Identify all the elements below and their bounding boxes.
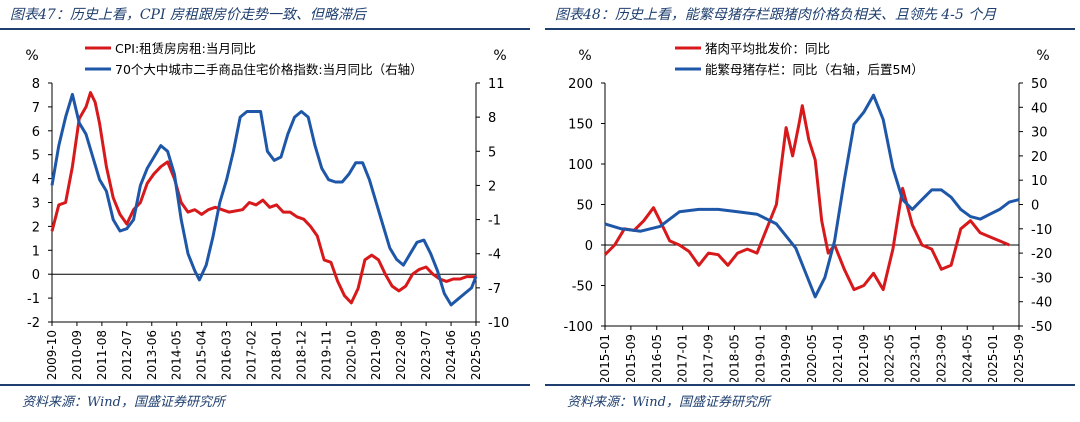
y-tick-label-left: 100: [568, 158, 593, 173]
y-tick-label-left: -100: [563, 320, 593, 335]
y-tick-label-left: 4: [32, 173, 40, 188]
y-tick-label-left: 5: [32, 149, 40, 164]
x-tick-label: 2023-07: [419, 330, 433, 380]
legend-label-1: CPI:租赁房房租:当月同比: [115, 41, 256, 56]
figure-title: 图表48：历史上看，能繁母猪存栏跟猪肉价格负相关、且领先 4-5 个月: [555, 7, 997, 23]
source-rule: [0, 384, 530, 386]
y-tick-label-left: 0: [585, 239, 593, 254]
y-tick-label-right: 30: [1031, 126, 1048, 141]
x-tick-label: 2019-09: [779, 334, 793, 382]
y-tick-label-left: 50: [576, 199, 593, 214]
source-rule: [545, 384, 1075, 386]
x-tick-label: 2021-09: [857, 334, 871, 382]
x-tick-label: 2017-09: [702, 334, 716, 382]
figure-title: 图表47：历史上看，CPI 房租跟房价走势一致、但略滞后: [10, 7, 366, 23]
x-tick-label: 2018-05: [727, 334, 741, 382]
x-tick-label: 2021-01: [831, 334, 845, 382]
series-line-1: [50, 91, 476, 305]
legend-label-2: 70个大中城市二手商品住宅价格指数:当月同比（右轴）: [115, 62, 423, 77]
y-tick-label-left: -50: [572, 280, 593, 295]
x-tick-label: 2025-05: [469, 330, 483, 380]
y-tick-label-right: 10: [1031, 174, 1048, 189]
y-axis-unit-right: %: [493, 48, 506, 64]
y-tick-label-right: 50: [1031, 77, 1048, 92]
series-line-2: [50, 92, 478, 307]
y-tick-label-right: -30: [1031, 271, 1052, 286]
x-tick-label: 2010-09: [70, 330, 84, 380]
y-tick-label-right: 5: [488, 145, 496, 160]
x-tick-label: 2022-05: [883, 334, 897, 382]
y-tick-label-left: 1: [32, 244, 40, 259]
y-tick-label-left: 0: [32, 268, 40, 283]
x-tick-label: 2012-07: [120, 330, 134, 380]
x-tick-label: 2019-01: [753, 334, 767, 382]
series-line-1: [603, 104, 1010, 292]
source-note: 资料来源：Wind，国盛证券研究所: [567, 395, 770, 410]
chart-panel-left: 图表47：历史上看，CPI 房租跟房价走势一致、但略滞后 %% -2 -1 0 1 2 3 4…: [0, 0, 530, 422]
y-tick-label-left: 3: [32, 197, 40, 212]
y-tick-label-right: -7: [488, 282, 501, 297]
x-tick-label: 2025-09: [1012, 334, 1026, 382]
y-tick-label-left: 6: [32, 125, 40, 140]
x-tick-label: 2022-08: [394, 330, 408, 380]
y-axis-unit-left: %: [25, 48, 38, 64]
x-tick-label: 2024-06: [444, 330, 458, 380]
y-tick-label-right: 40: [1031, 101, 1048, 116]
y-tick-label-right: -10: [1031, 223, 1052, 238]
y-tick-label-left: 200: [568, 77, 593, 92]
x-tick-label: 2017-01: [676, 334, 690, 382]
title-rule: [0, 28, 530, 30]
source-note: 资料来源：Wind，国盛证券研究所: [22, 395, 225, 410]
y-tick-label-left: 2: [32, 220, 40, 235]
y-tick-label-left: 150: [568, 118, 593, 133]
x-tick-label: 2014-05: [170, 330, 184, 380]
x-tick-label: 2024-05: [960, 334, 974, 382]
x-tick-label: 2013-06: [145, 330, 159, 380]
y-tick-label-right: 20: [1031, 150, 1048, 165]
series-line-2: [604, 93, 1020, 299]
x-tick-label: 2009-10: [45, 330, 59, 380]
line-chart-pork-vs-sows: % %-100-50050100150200-50-40-30-20-100102…: [563, 41, 1052, 382]
x-tick-label: 2011-08: [95, 330, 109, 380]
x-tick-label: 2020-10: [344, 330, 358, 380]
y-tick-label-left: 8: [32, 77, 40, 92]
y-tick-label-right: -20: [1031, 247, 1052, 262]
y-tick-label-left: -2: [27, 316, 40, 331]
x-tick-label: 2023-01: [909, 334, 923, 382]
y-tick-label-left: -1: [27, 292, 40, 307]
y-tick-label-right: -40: [1031, 296, 1052, 311]
y-tick-label-right: -1: [488, 214, 501, 229]
y-tick-label-right: -4: [488, 248, 501, 263]
x-tick-label: 2015-01: [598, 334, 612, 382]
title-rule: [545, 28, 1075, 30]
y-tick-label-right: -50: [1031, 320, 1052, 335]
x-tick-label: 2025-01: [986, 334, 1000, 382]
x-tick-label: 2018-12: [294, 330, 308, 380]
y-tick-label-right: 0: [1031, 199, 1039, 214]
x-tick-label: 2017-02: [245, 330, 259, 380]
x-tick-label: 2016-03: [220, 330, 234, 380]
y-tick-label-right: 11: [488, 77, 505, 92]
legend-label-1: 猪肉平均批发价：同比: [705, 41, 830, 56]
x-tick-label: 2019-11: [319, 330, 333, 380]
y-axis-unit-right: %: [1036, 48, 1049, 64]
chart-panel-right: 图表48：历史上看，能繁母猪存栏跟猪肉价格负相关、且领先 4-5 个月 %% -1…: [545, 0, 1075, 422]
y-tick-label-left: 7: [32, 101, 40, 116]
x-tick-label: 2023-09: [934, 334, 948, 382]
x-tick-label: 2020-05: [805, 334, 819, 382]
x-tick-label: 2015-09: [624, 334, 638, 382]
y-tick-label-right: -10: [488, 316, 509, 331]
y-axis-unit-left: %: [578, 48, 591, 64]
x-tick-label: 2021-09: [369, 330, 383, 380]
x-tick-label: 2016-05: [650, 334, 664, 382]
y-tick-label-right: 8: [488, 111, 496, 126]
x-tick-label: 2018-01: [269, 330, 283, 380]
legend-label-2: 能繁母猪存栏：同比（右轴，后置5M）: [705, 62, 924, 77]
x-tick-label: 2015-04: [195, 330, 209, 380]
y-tick-label-right: 2: [488, 179, 496, 194]
